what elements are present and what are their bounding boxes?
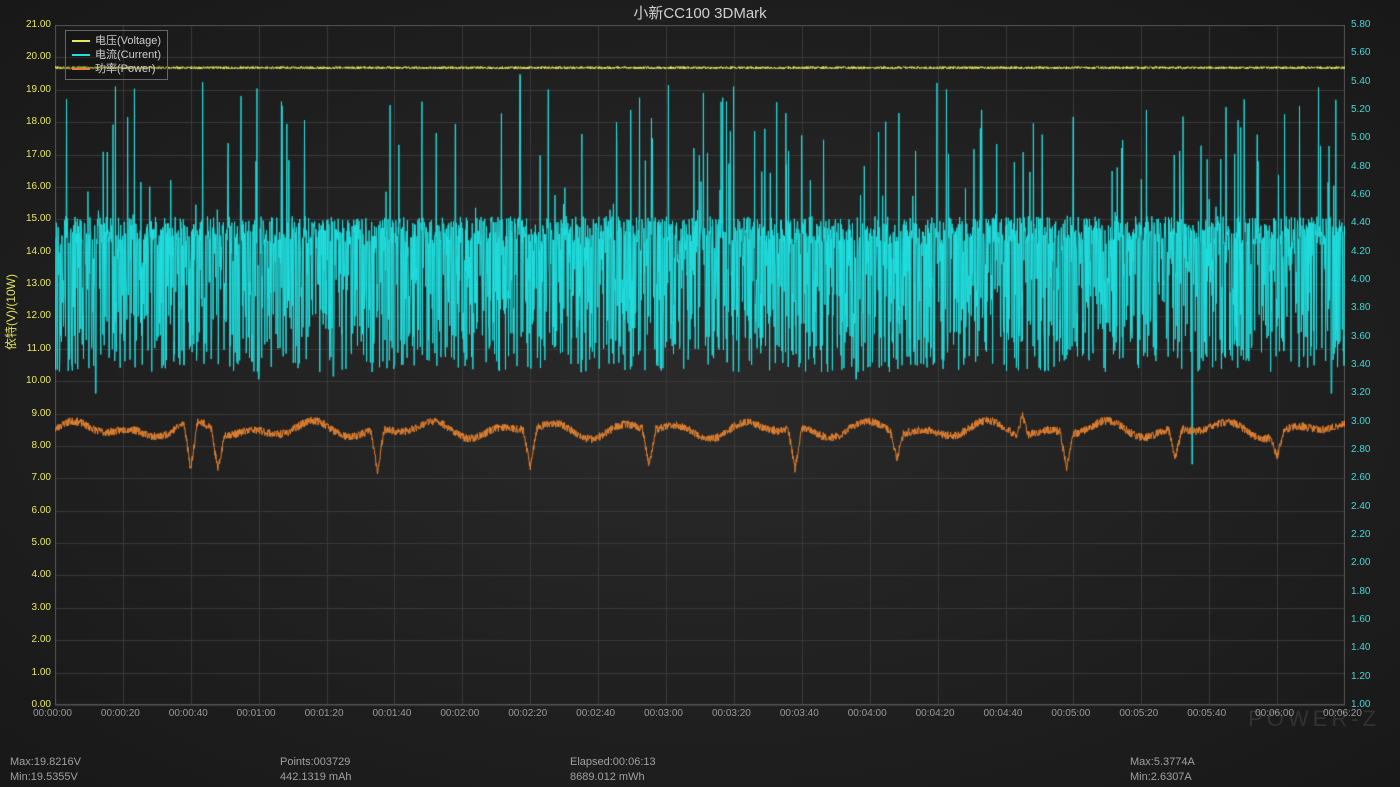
legend-power: 功率(Power) bbox=[72, 62, 161, 76]
watermark-logo: POWER-Z bbox=[1248, 706, 1380, 732]
legend-current: 电流(Current) bbox=[72, 48, 161, 62]
stat-min-v: Min:19.5355V bbox=[10, 770, 280, 785]
legend-box: 电压(Voltage) 电流(Current) 功率(Power) bbox=[65, 30, 168, 80]
chart-plot-area: 0.001.002.003.004.005.006.007.008.009.00… bbox=[55, 25, 1345, 725]
y-axis-left-label: 依特(V)/(10W) bbox=[2, 274, 19, 350]
stat-max-v: Max:19.8216V bbox=[10, 755, 280, 770]
stat-mah: 442.1319 mAh bbox=[280, 770, 570, 785]
stats-bar: Max:19.8216V Points:003729 Elapsed:00:06… bbox=[10, 755, 1390, 785]
stat-max-a: Max:5.3774A bbox=[1130, 755, 1195, 770]
stat-mwh: 8689.012 mWh bbox=[570, 770, 860, 785]
chart-title: 小新CC100 3DMark bbox=[0, 2, 1400, 23]
stat-min-a: Min:2.6307A bbox=[1130, 770, 1192, 785]
legend-voltage: 电压(Voltage) bbox=[72, 34, 161, 48]
stat-elapsed: Elapsed:00:06:13 bbox=[570, 755, 860, 770]
stat-points: Points:003729 bbox=[280, 755, 570, 770]
